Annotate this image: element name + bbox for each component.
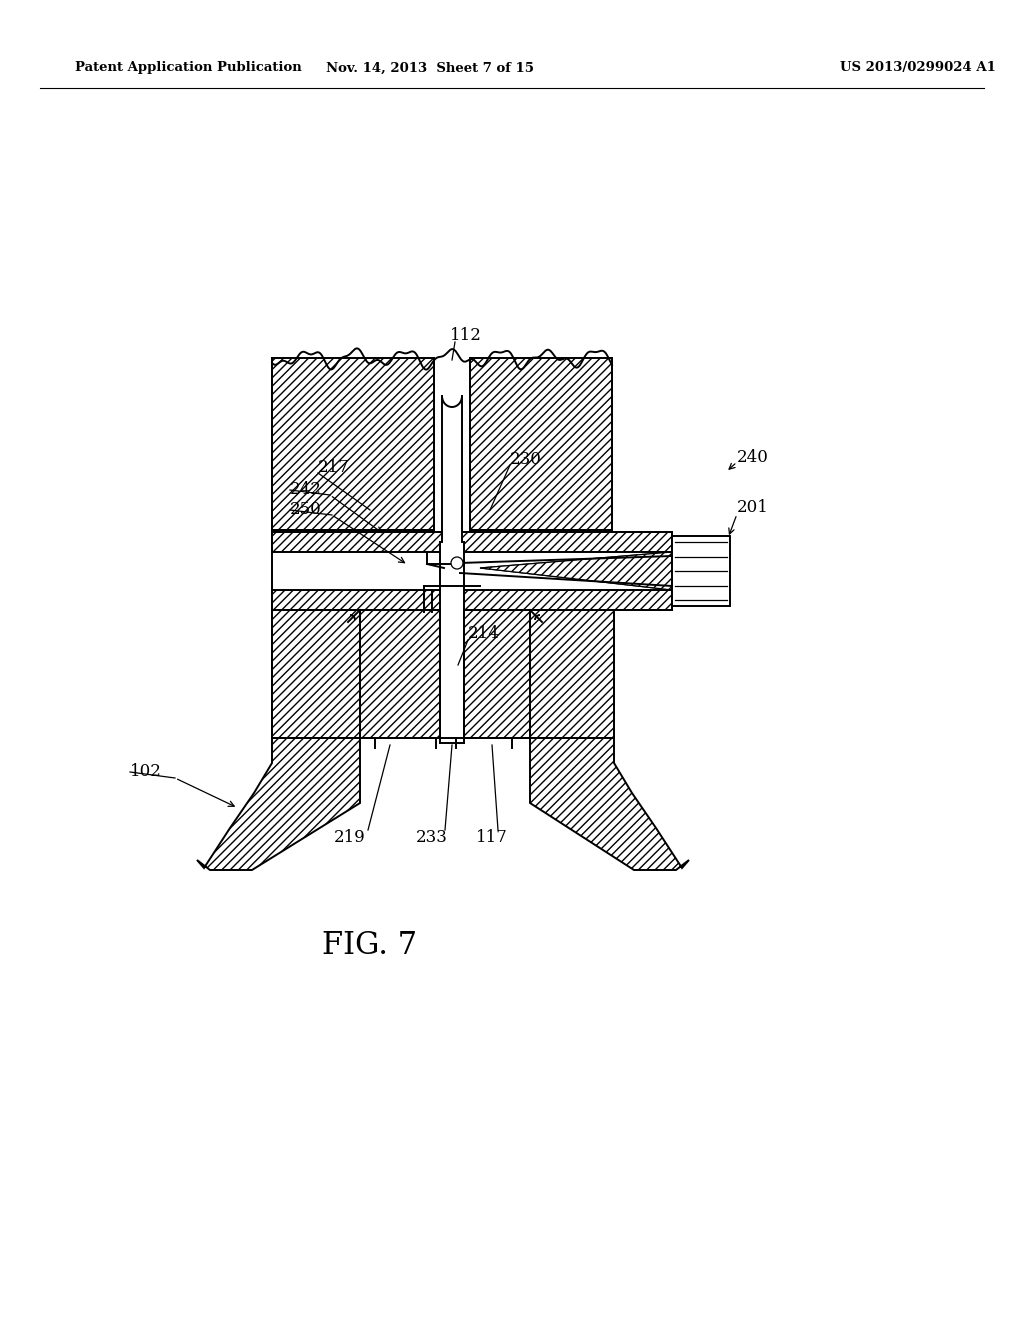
Text: US 2013/0299024 A1: US 2013/0299024 A1 <box>840 62 996 74</box>
Circle shape <box>451 557 463 569</box>
Polygon shape <box>672 536 730 606</box>
Polygon shape <box>360 610 440 738</box>
Text: 240: 240 <box>737 450 769 466</box>
Text: 217: 217 <box>318 459 350 477</box>
Polygon shape <box>530 738 689 870</box>
Polygon shape <box>530 610 614 738</box>
Text: Nov. 14, 2013  Sheet 7 of 15: Nov. 14, 2013 Sheet 7 of 15 <box>326 62 534 74</box>
Text: 219: 219 <box>334 829 366 846</box>
Text: 117: 117 <box>476 829 508 846</box>
Text: FIG. 7: FIG. 7 <box>323 929 418 961</box>
Text: 250: 250 <box>290 502 322 519</box>
Polygon shape <box>272 552 672 590</box>
Polygon shape <box>272 532 672 552</box>
Text: 233: 233 <box>416 829 447 846</box>
Polygon shape <box>440 543 464 743</box>
Text: 112: 112 <box>450 326 482 343</box>
Polygon shape <box>272 610 360 738</box>
Text: 102: 102 <box>130 763 162 780</box>
Polygon shape <box>480 552 672 590</box>
Polygon shape <box>442 396 462 543</box>
Polygon shape <box>480 552 672 590</box>
Polygon shape <box>197 738 360 870</box>
Text: 201: 201 <box>737 499 769 516</box>
Text: Patent Application Publication: Patent Application Publication <box>75 62 302 74</box>
Polygon shape <box>470 358 612 531</box>
Polygon shape <box>272 590 672 610</box>
Polygon shape <box>464 610 530 738</box>
Text: 214: 214 <box>468 624 500 642</box>
Polygon shape <box>440 610 464 738</box>
Polygon shape <box>480 552 672 590</box>
Text: 242: 242 <box>290 482 322 499</box>
Text: 230: 230 <box>510 451 542 469</box>
Polygon shape <box>272 358 434 531</box>
